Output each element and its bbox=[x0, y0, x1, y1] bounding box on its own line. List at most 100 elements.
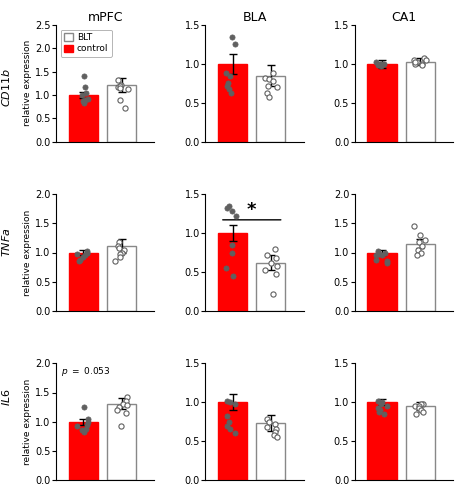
Point bbox=[225, 202, 233, 210]
Point bbox=[118, 80, 125, 88]
Point bbox=[78, 91, 86, 99]
Bar bbox=[69, 252, 98, 311]
Point bbox=[417, 231, 424, 239]
Point bbox=[411, 58, 418, 66]
Point bbox=[380, 60, 387, 68]
Point bbox=[223, 396, 231, 404]
Point bbox=[82, 424, 90, 432]
Point bbox=[225, 80, 232, 88]
Point bbox=[375, 60, 382, 68]
Point bbox=[273, 270, 280, 278]
Bar bbox=[256, 262, 285, 311]
Title: BLA: BLA bbox=[242, 11, 267, 24]
Point bbox=[415, 404, 423, 412]
Point bbox=[119, 400, 127, 408]
Text: *: * bbox=[247, 201, 256, 219]
Point bbox=[381, 410, 388, 418]
Point bbox=[228, 32, 235, 40]
Point bbox=[226, 72, 234, 80]
Point bbox=[119, 248, 126, 256]
Bar bbox=[406, 62, 435, 142]
Point bbox=[116, 84, 124, 92]
Point bbox=[123, 402, 130, 409]
Point bbox=[414, 246, 421, 254]
Point bbox=[418, 60, 425, 68]
Point bbox=[419, 408, 427, 416]
Bar bbox=[406, 406, 435, 480]
Bar bbox=[218, 233, 247, 311]
Point bbox=[84, 420, 91, 428]
Point bbox=[80, 100, 88, 108]
Point bbox=[117, 422, 124, 430]
Point bbox=[376, 60, 383, 68]
Point bbox=[79, 253, 87, 261]
Title: CA1: CA1 bbox=[391, 11, 417, 24]
Point bbox=[76, 256, 84, 264]
Text: $\it{p}$ $=$ $0.053$: $\it{p}$ $=$ $0.053$ bbox=[61, 365, 110, 378]
Bar bbox=[218, 402, 247, 480]
Point bbox=[223, 204, 230, 212]
Point bbox=[271, 420, 279, 428]
Point bbox=[415, 402, 422, 410]
Point bbox=[271, 244, 279, 252]
Bar bbox=[256, 423, 285, 480]
Point bbox=[223, 422, 231, 430]
Point bbox=[229, 272, 236, 280]
Point bbox=[229, 248, 236, 256]
Point bbox=[223, 264, 230, 272]
Point bbox=[377, 60, 385, 68]
Point bbox=[274, 433, 281, 441]
Point bbox=[269, 290, 276, 298]
Point bbox=[225, 85, 233, 93]
Point bbox=[372, 256, 380, 264]
Point bbox=[122, 409, 130, 417]
Point bbox=[78, 426, 85, 434]
Point bbox=[421, 236, 428, 244]
Y-axis label: relative expression: relative expression bbox=[23, 40, 32, 126]
Point bbox=[227, 90, 234, 98]
Point bbox=[377, 400, 385, 408]
Point bbox=[124, 86, 132, 94]
Point bbox=[419, 400, 426, 408]
Point bbox=[85, 94, 92, 102]
Point bbox=[378, 398, 386, 406]
Point bbox=[117, 96, 124, 104]
Point bbox=[421, 54, 428, 62]
Point bbox=[411, 60, 419, 68]
Point bbox=[273, 83, 280, 91]
Point bbox=[272, 254, 279, 262]
Point bbox=[81, 403, 88, 411]
Point bbox=[273, 262, 281, 270]
Point bbox=[226, 426, 234, 434]
Point bbox=[121, 104, 129, 112]
Bar bbox=[69, 422, 98, 480]
Point bbox=[81, 82, 88, 90]
Point bbox=[267, 258, 275, 266]
Y-axis label: relative expression: relative expression bbox=[23, 378, 32, 465]
Point bbox=[265, 76, 273, 84]
Text: $\it{IL6}$: $\it{IL6}$ bbox=[0, 388, 12, 406]
Legend: BLT, control: BLT, control bbox=[61, 30, 112, 57]
Bar bbox=[256, 76, 285, 142]
Title: mPFC: mPFC bbox=[87, 11, 123, 24]
Point bbox=[81, 96, 89, 104]
Point bbox=[374, 404, 382, 412]
Point bbox=[266, 92, 273, 100]
Point bbox=[223, 69, 230, 77]
Point bbox=[80, 72, 88, 80]
Point bbox=[80, 428, 87, 436]
Point bbox=[269, 69, 277, 77]
Bar bbox=[368, 64, 396, 142]
Point bbox=[226, 398, 234, 406]
Bar bbox=[406, 244, 435, 311]
Point bbox=[232, 212, 239, 220]
Point bbox=[413, 252, 420, 260]
Point bbox=[228, 208, 236, 216]
Point bbox=[115, 244, 123, 252]
Bar bbox=[107, 84, 136, 141]
Point bbox=[115, 238, 123, 246]
Point bbox=[85, 414, 92, 422]
Point bbox=[271, 428, 278, 436]
Point bbox=[73, 250, 81, 258]
Point bbox=[272, 426, 280, 434]
